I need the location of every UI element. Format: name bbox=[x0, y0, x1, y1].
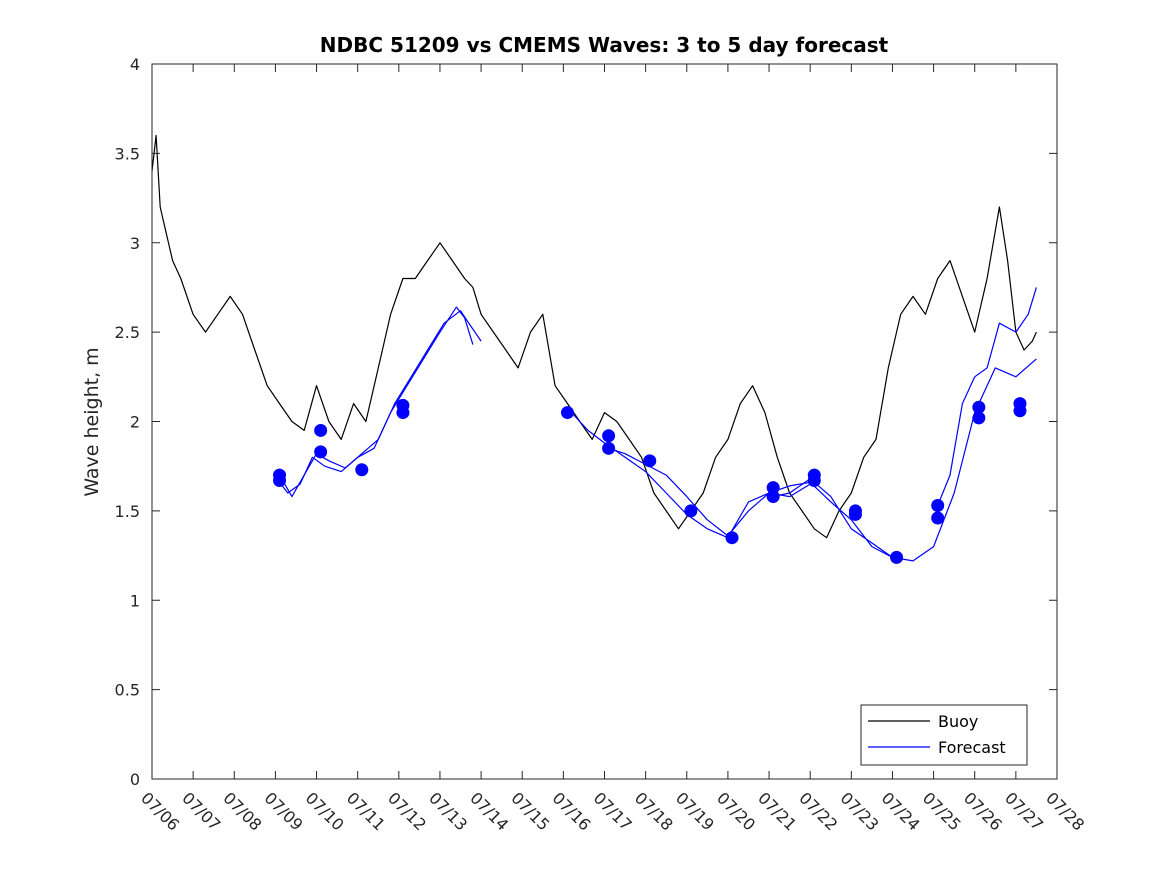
forecast-start-point bbox=[931, 499, 945, 513]
x-tick-label: 07/27 bbox=[1001, 788, 1047, 834]
x-tick-label: 07/17 bbox=[590, 788, 636, 834]
legend: Buoy Forecast bbox=[860, 704, 1028, 766]
x-tick-label: 07/16 bbox=[549, 788, 595, 834]
forecast-start-point bbox=[273, 473, 287, 487]
forecast-start-point bbox=[314, 445, 328, 459]
y-tick-label: 0 bbox=[130, 770, 140, 789]
forecast-start-point bbox=[684, 504, 698, 518]
x-tick-label: 07/19 bbox=[672, 788, 718, 834]
plot-frame bbox=[151, 63, 1058, 780]
y-tick-label: 2.5 bbox=[115, 323, 140, 342]
legend-forecast-label: Forecast bbox=[938, 738, 1006, 757]
forecast-start-point bbox=[560, 406, 574, 420]
forecast-start-point bbox=[314, 423, 328, 437]
x-tick-label: 07/15 bbox=[507, 788, 553, 834]
x-tick-label: 07/20 bbox=[713, 788, 759, 834]
x-tick-label: 07/07 bbox=[178, 788, 224, 834]
plot-area bbox=[151, 134, 1037, 564]
legend-buoy-label: Buoy bbox=[938, 712, 978, 731]
forecast-start-point bbox=[725, 531, 739, 545]
forecast-series-line bbox=[279, 306, 474, 494]
y-tick-label: 1.5 bbox=[115, 502, 140, 521]
forecast-start-point bbox=[1013, 404, 1027, 418]
chart-title: NDBC 51209 vs CMEMS Waves: 3 to 5 day fo… bbox=[320, 33, 889, 57]
forecast-start-point bbox=[972, 400, 986, 414]
y-tick-label: 3.5 bbox=[115, 144, 140, 163]
forecast-start-point bbox=[931, 511, 945, 525]
forecast-start-point bbox=[848, 507, 862, 521]
x-tick-label: 07/28 bbox=[1042, 788, 1088, 834]
forecast-start-point bbox=[602, 441, 616, 455]
forecast-start-point bbox=[396, 406, 410, 420]
x-tick-label: 07/06 bbox=[137, 788, 183, 834]
x-tick-label: 07/08 bbox=[219, 788, 265, 834]
y-tick-label: 2 bbox=[130, 413, 140, 432]
y-tick-label: 0.5 bbox=[115, 681, 140, 700]
x-tick-label: 07/25 bbox=[919, 788, 965, 834]
y-axis: 0 0.5 1 1.5 2 2.5 3 3.5 4 bbox=[115, 55, 1057, 789]
forecast-series-line bbox=[608, 447, 893, 558]
y-tick-label: 4 bbox=[130, 55, 140, 74]
forecast-start-point bbox=[602, 429, 616, 443]
legend-box bbox=[860, 704, 1028, 766]
buoy-series-line bbox=[151, 134, 1037, 539]
forecast-start-point bbox=[807, 473, 821, 487]
y-tick-label: 3 bbox=[130, 234, 140, 253]
x-tick-label: 07/10 bbox=[302, 788, 348, 834]
forecast-start-point bbox=[766, 481, 780, 495]
x-tick-label: 07/21 bbox=[754, 788, 800, 834]
x-tick-label: 07/11 bbox=[343, 788, 389, 834]
forecast-start-point bbox=[355, 463, 369, 477]
x-tick-label: 07/18 bbox=[631, 788, 677, 834]
forecast-series-line bbox=[278, 310, 482, 498]
y-tick-label: 1 bbox=[130, 591, 140, 610]
forecast-start-point bbox=[890, 550, 904, 564]
forecast-start-point bbox=[972, 411, 986, 425]
forecast-start-point bbox=[643, 454, 657, 468]
x-tick-label: 07/26 bbox=[960, 788, 1006, 834]
x-tick-label: 07/13 bbox=[425, 788, 471, 834]
x-tick-label: 07/23 bbox=[836, 788, 882, 834]
x-tick-label: 07/09 bbox=[261, 788, 307, 834]
y-axis-title: Wave height, m bbox=[81, 347, 103, 496]
x-tick-label: 07/24 bbox=[878, 788, 924, 834]
x-tick-label: 07/14 bbox=[466, 788, 512, 834]
forecast-series-line bbox=[773, 358, 1037, 562]
x-tick-label: 07/22 bbox=[795, 788, 841, 834]
x-tick-label: 07/12 bbox=[384, 788, 430, 834]
forecast-start-point bbox=[766, 490, 780, 504]
forecast-series-line bbox=[937, 287, 1037, 506]
